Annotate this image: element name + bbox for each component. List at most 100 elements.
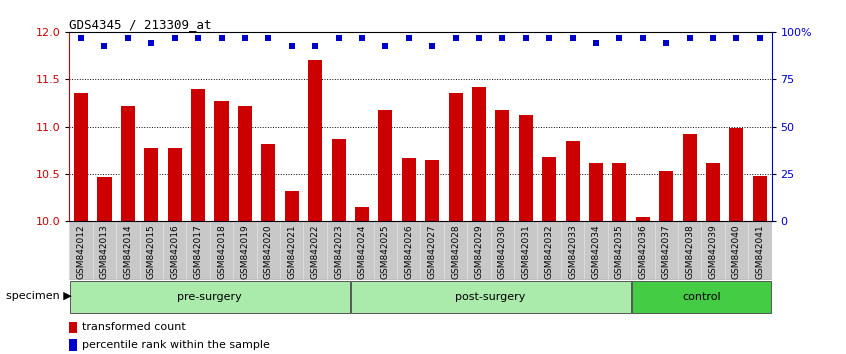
Bar <box>683 134 696 221</box>
Bar <box>74 93 88 221</box>
Text: GSM842021: GSM842021 <box>288 224 296 279</box>
FancyBboxPatch shape <box>351 281 630 313</box>
Point <box>426 43 439 48</box>
Point <box>97 43 111 48</box>
Text: GSM842014: GSM842014 <box>124 224 132 279</box>
Text: GSM842023: GSM842023 <box>334 224 343 279</box>
Text: GSM842030: GSM842030 <box>498 224 507 279</box>
Text: GSM842022: GSM842022 <box>310 224 320 279</box>
Bar <box>589 162 603 221</box>
Bar <box>285 191 299 221</box>
Text: GSM842037: GSM842037 <box>662 224 671 279</box>
Point <box>238 35 251 41</box>
Point <box>448 35 462 41</box>
Bar <box>706 162 720 221</box>
Point <box>74 35 88 41</box>
Bar <box>659 171 673 221</box>
Point <box>589 40 602 46</box>
Text: control: control <box>682 292 721 302</box>
Point <box>285 43 299 48</box>
Bar <box>426 160 439 221</box>
Point <box>168 35 181 41</box>
Bar <box>191 88 205 221</box>
Bar <box>753 176 766 221</box>
Point <box>355 35 369 41</box>
Text: post-surgery: post-surgery <box>455 292 526 302</box>
Text: GSM842041: GSM842041 <box>755 224 764 279</box>
Text: specimen ▶: specimen ▶ <box>6 291 71 301</box>
Bar <box>729 129 744 221</box>
Text: GSM842012: GSM842012 <box>77 224 85 279</box>
Bar <box>238 106 252 221</box>
Text: GSM842025: GSM842025 <box>381 224 390 279</box>
Bar <box>308 60 322 221</box>
Text: GSM842024: GSM842024 <box>358 224 366 279</box>
Point <box>121 35 135 41</box>
Point <box>145 40 158 46</box>
Bar <box>519 115 533 221</box>
Bar <box>97 177 112 221</box>
Point <box>378 43 392 48</box>
Point <box>332 35 345 41</box>
Text: GSM842035: GSM842035 <box>615 224 624 279</box>
Text: pre-surgery: pre-surgery <box>178 292 242 302</box>
Bar <box>168 148 182 221</box>
Bar <box>566 141 580 221</box>
Bar <box>402 158 415 221</box>
FancyBboxPatch shape <box>70 281 349 313</box>
Bar <box>145 148 158 221</box>
Text: GSM842019: GSM842019 <box>240 224 250 279</box>
Text: GSM842028: GSM842028 <box>451 224 460 279</box>
Point <box>308 43 321 48</box>
Bar <box>636 217 650 221</box>
Point <box>215 35 228 41</box>
Point <box>191 35 205 41</box>
Point <box>659 40 673 46</box>
Point <box>566 35 580 41</box>
Bar <box>542 157 556 221</box>
Text: GSM842018: GSM842018 <box>217 224 226 279</box>
Text: GSM842013: GSM842013 <box>100 224 109 279</box>
Point <box>683 35 696 41</box>
Bar <box>69 339 77 351</box>
Text: GSM842031: GSM842031 <box>521 224 530 279</box>
Point <box>613 35 626 41</box>
Text: GSM842034: GSM842034 <box>591 224 601 279</box>
Point <box>402 35 415 41</box>
Text: GSM842027: GSM842027 <box>428 224 437 279</box>
Text: GSM842033: GSM842033 <box>569 224 577 279</box>
FancyBboxPatch shape <box>632 281 771 313</box>
Point <box>753 35 766 41</box>
Text: GSM842032: GSM842032 <box>545 224 553 279</box>
Bar <box>496 109 509 221</box>
Text: GDS4345 / 213309_at: GDS4345 / 213309_at <box>69 18 212 31</box>
Bar <box>472 87 486 221</box>
Bar <box>448 93 463 221</box>
Text: GSM842040: GSM842040 <box>732 224 741 279</box>
Bar <box>69 322 77 333</box>
Point <box>729 35 743 41</box>
Point <box>472 35 486 41</box>
Point <box>496 35 509 41</box>
Text: GSM842017: GSM842017 <box>194 224 202 279</box>
Bar <box>332 139 345 221</box>
Bar <box>613 162 626 221</box>
Point <box>636 35 650 41</box>
Point <box>261 35 275 41</box>
Bar <box>378 109 393 221</box>
Text: GSM842038: GSM842038 <box>685 224 694 279</box>
Point <box>519 35 532 41</box>
Bar <box>121 106 135 221</box>
Text: transformed count: transformed count <box>82 322 186 332</box>
Text: GSM842039: GSM842039 <box>709 224 717 279</box>
Bar <box>261 144 275 221</box>
Text: GSM842036: GSM842036 <box>639 224 647 279</box>
Text: GSM842026: GSM842026 <box>404 224 413 279</box>
Point <box>542 35 556 41</box>
Point <box>706 35 720 41</box>
Text: GSM842029: GSM842029 <box>475 224 483 279</box>
Text: GSM842015: GSM842015 <box>147 224 156 279</box>
Text: percentile rank within the sample: percentile rank within the sample <box>82 340 270 350</box>
Bar <box>215 101 228 221</box>
Text: GSM842016: GSM842016 <box>170 224 179 279</box>
